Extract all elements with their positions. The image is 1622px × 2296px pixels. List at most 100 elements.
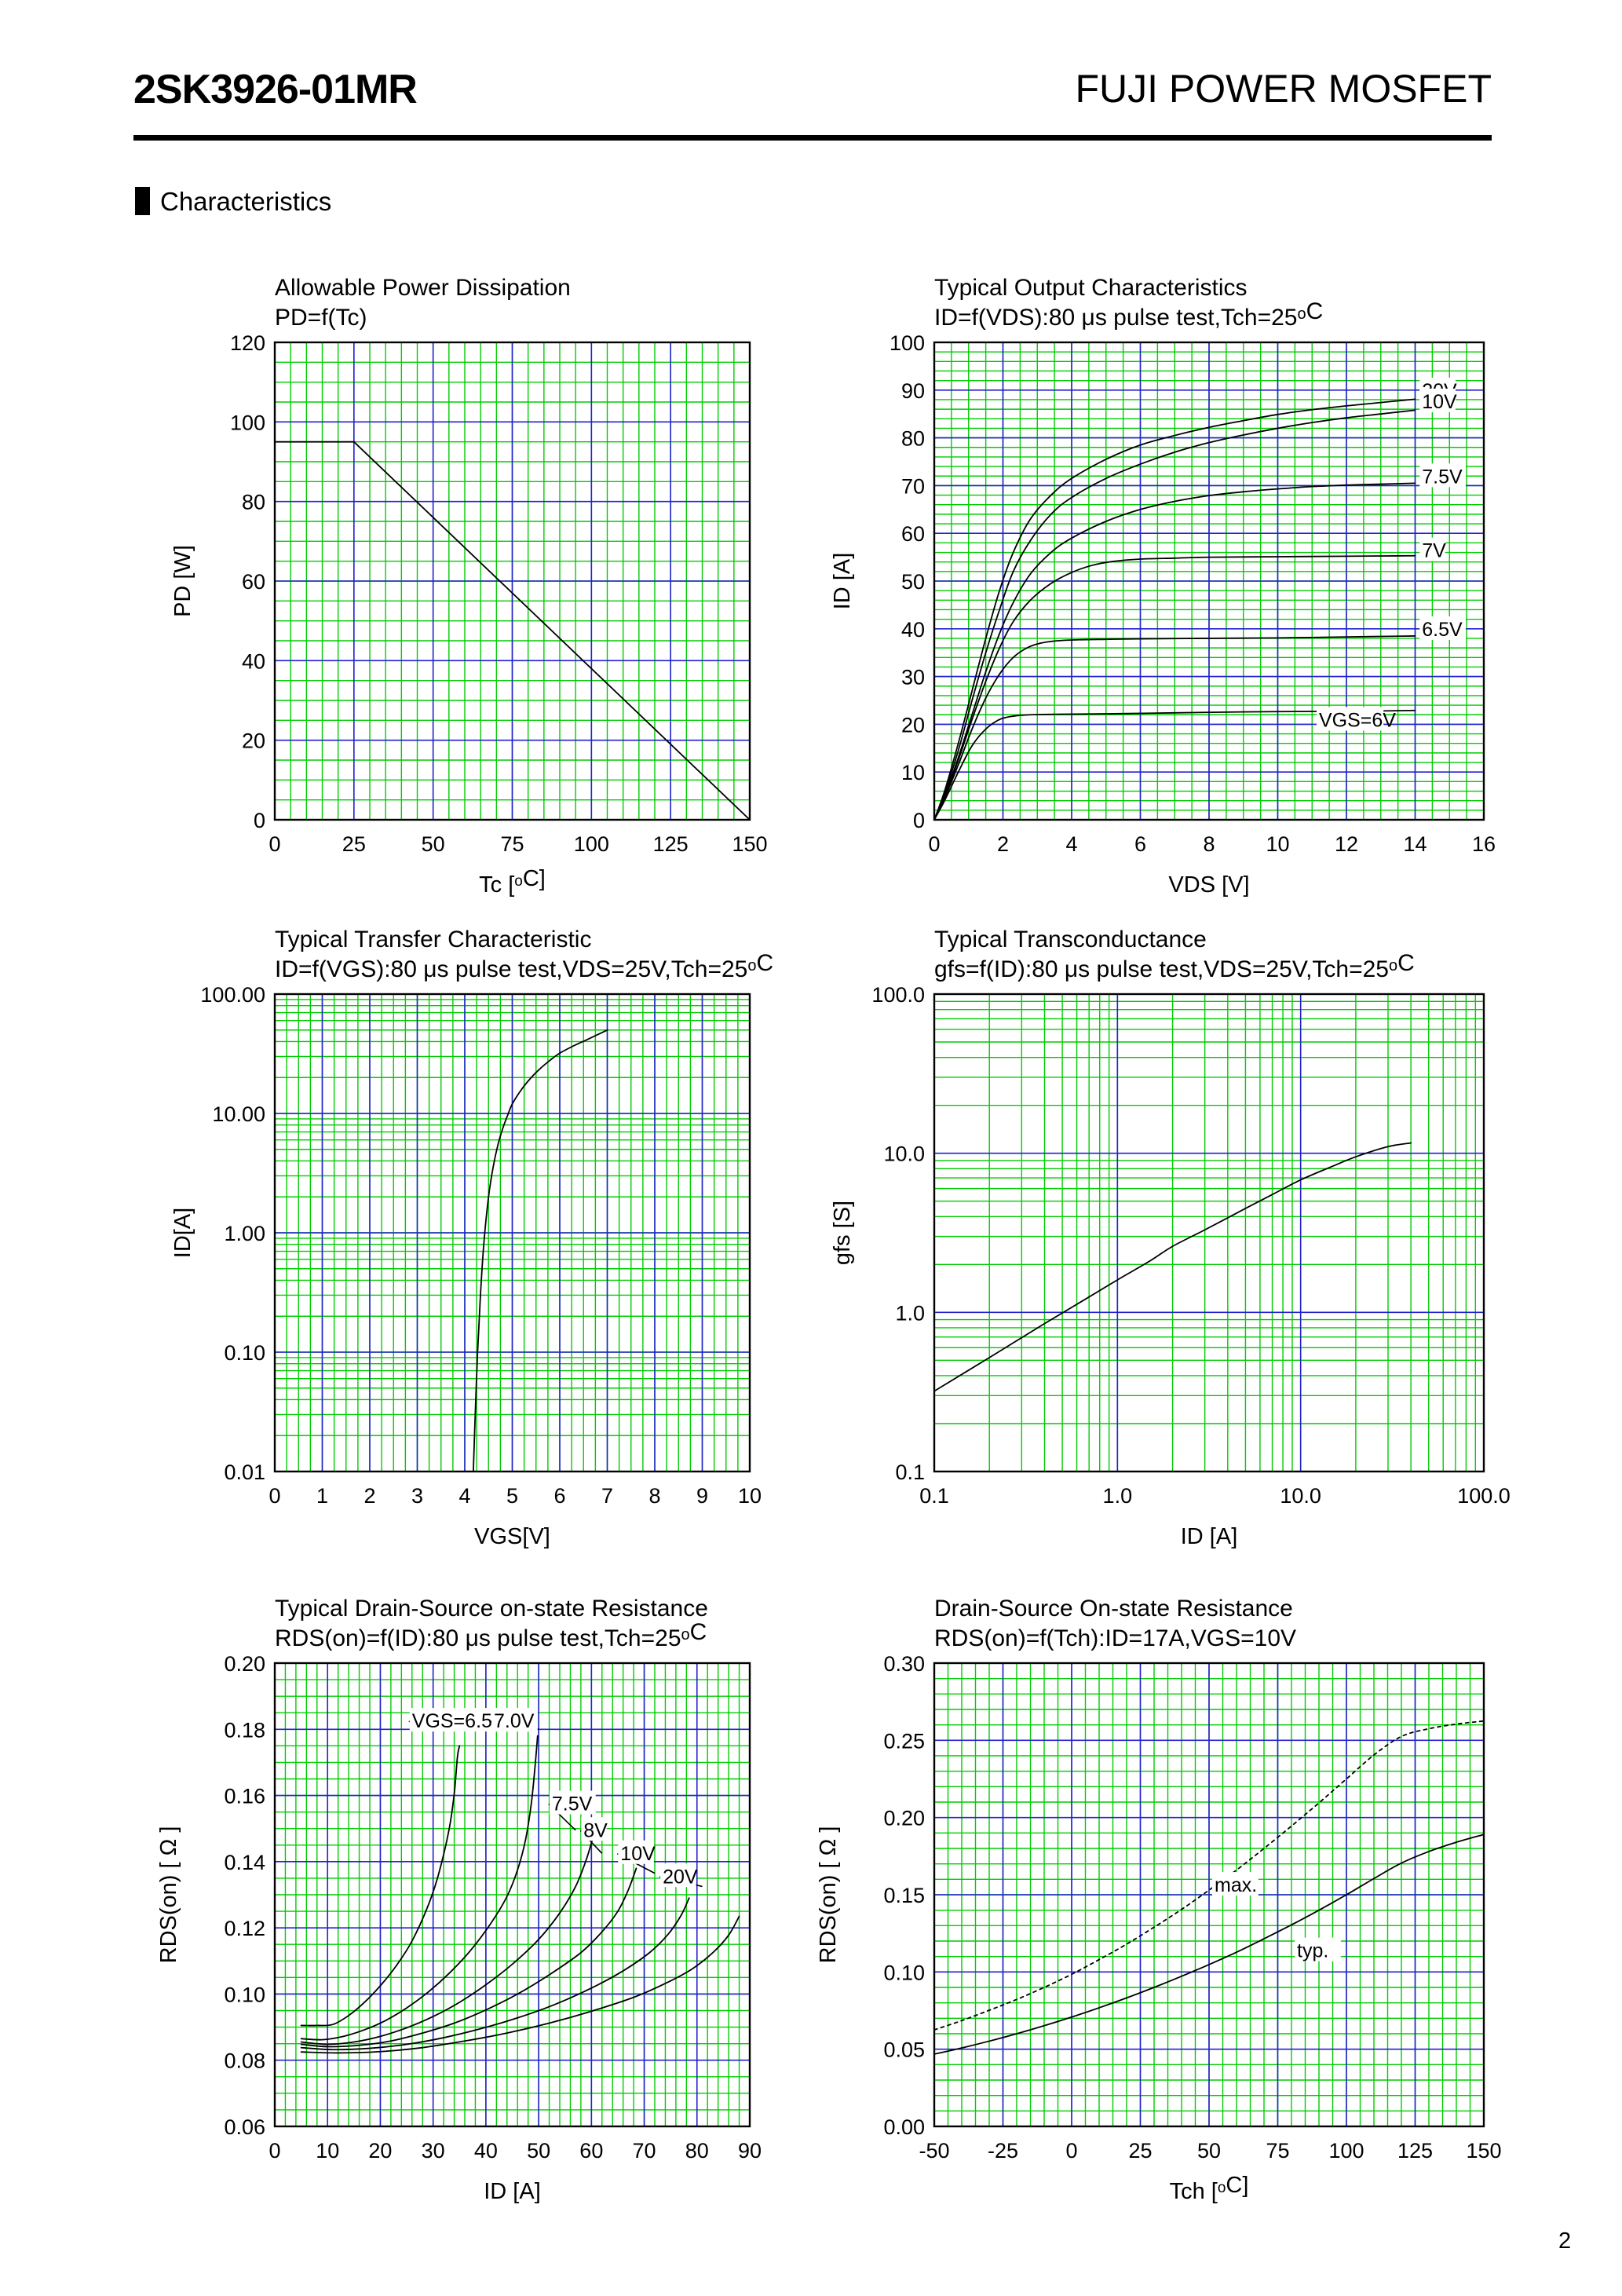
chart-title: Drain-Source On-state Resistance	[934, 1596, 1293, 1621]
major-grid	[275, 1663, 750, 2126]
x-tick-label: 100	[574, 832, 609, 856]
x-tick-label: 1.0	[1103, 1484, 1133, 1508]
y-tick-label: 70	[901, 474, 925, 498]
curve-id	[472, 1029, 608, 1472]
curve-7.5v	[300, 1833, 595, 2046]
chart-title: Typical Transfer Characteristic	[275, 927, 591, 952]
x-tick-label: 25	[1128, 2139, 1152, 2163]
curve-label: 10V	[620, 1843, 656, 1865]
x-tick-label: 100	[1328, 2139, 1364, 2163]
x-tick-label: 50	[422, 832, 445, 856]
y-tick-label: 100.00	[200, 983, 265, 1007]
x-tick-label: 5	[506, 1484, 518, 1508]
x-tick-label: 75	[500, 832, 524, 856]
series-group	[472, 1029, 608, 1472]
curve-pd	[275, 441, 750, 820]
y-tick-label: 0.18	[224, 1718, 265, 1742]
curve-10v	[934, 409, 1416, 820]
curve-8v	[300, 1867, 637, 2048]
chart-svg: Typical Drain-Source on-state Resistance…	[156, 1596, 762, 2204]
curve-label: VGS=6.5V	[412, 1710, 506, 1732]
x-tick-label: 4	[1065, 832, 1077, 856]
tick-labels: 0 1 2 3 4 5 6 7 8 9 10 0.01 0.10 1.00 10.00 100.00	[200, 983, 762, 1508]
x-tick-label: 4	[458, 1484, 470, 1508]
y-tick-label: 120	[230, 331, 265, 355]
page-number: 2	[1558, 2228, 1572, 2254]
chart-subtitle: gfs=f(ID):80 μs pulse test,VDS=25V,Tch=2…	[934, 950, 1415, 982]
plot-frame	[933, 341, 1485, 821]
major-grid	[934, 994, 1484, 1472]
y-tick-label: 60	[901, 522, 925, 546]
series-group	[300, 1735, 740, 2054]
x-tick-label: 150	[732, 832, 767, 856]
y-axis-label: PD [W]	[170, 545, 195, 617]
curve-20v	[934, 398, 1416, 820]
x-axis-label: ID [A]	[1181, 1524, 1238, 1549]
y-tick-label: 0.1	[895, 1461, 925, 1484]
y-tick-label: 0.25	[883, 1729, 925, 1753]
minor-grid	[934, 994, 1484, 1472]
chart-svg: Drain-Source On-state Resistance RDS(on)=…	[816, 1596, 1502, 2204]
x-tick-label: 12	[1335, 832, 1358, 856]
x-tick-label: 0	[269, 832, 280, 856]
major-grid	[275, 994, 750, 1472]
x-tick-label: 70	[633, 2139, 656, 2163]
y-tick-label: 0	[254, 809, 265, 832]
y-tick-label: 100	[890, 331, 925, 355]
x-tick-label: 14	[1403, 832, 1427, 856]
y-tick-label: 0.12	[224, 1917, 265, 1940]
tick-labels: -50 -25 0 25 50 75 100 125 150 0.00 0.05 0.10 0.15 0.…	[883, 1652, 1501, 2163]
curve-max.	[934, 1720, 1484, 2031]
x-tick-label: 1	[316, 1484, 328, 1508]
curve-label: 20V	[663, 1866, 698, 1888]
curve-label: 7.5V	[552, 1793, 593, 1815]
chart-subtitle: PD=f(Tc)	[275, 305, 367, 331]
section-bullet-icon	[135, 187, 150, 215]
curve-gfs	[934, 1142, 1412, 1392]
x-tick-label: 6	[1134, 832, 1146, 856]
x-tick-label: 20	[368, 2139, 392, 2163]
x-tick-label: 0	[269, 1484, 280, 1508]
major-grid	[934, 1663, 1484, 2126]
x-axis-label: VDS [V]	[1168, 872, 1249, 898]
x-tick-label: 100.0	[1457, 1484, 1511, 1508]
y-tick-label: 20	[901, 713, 925, 737]
x-tick-label: 8	[648, 1484, 660, 1508]
x-axis-label: VGS[V]	[474, 1524, 550, 1549]
y-tick-label: 1.00	[224, 1222, 265, 1245]
y-tick-label: 0.08	[224, 2049, 265, 2073]
y-tick-label: 100.0	[871, 983, 925, 1007]
plot-frame	[933, 993, 1485, 1473]
y-tick-label: 50	[901, 570, 925, 594]
x-tick-label: 80	[685, 2139, 709, 2163]
x-tick-label: 30	[422, 2139, 445, 2163]
tick-labels: 0 10 20 30 40 50 60 70 80 90 0.06 0.08 0.10 0.12 0.14 0…	[224, 1652, 762, 2163]
curve-6.5v	[934, 635, 1416, 820]
y-tick-label: 0.10	[883, 1961, 925, 1984]
curve-7.5v	[934, 482, 1416, 820]
y-axis-label: gfs [S]	[830, 1201, 855, 1265]
chart-title: Typical Output Characteristics	[934, 275, 1247, 301]
curve-label: 7.0V	[494, 1710, 535, 1732]
part-number-title: 2SK3926-01MR	[133, 67, 418, 112]
y-tick-label: 40	[242, 649, 265, 673]
curve-label: max.	[1215, 1874, 1257, 1896]
y-tick-label: 0.10	[224, 1983, 265, 2006]
curve-labels: max. typ.	[1212, 1872, 1341, 1962]
series-group	[934, 1720, 1484, 2055]
tick-labels: 0 2 4 6 8 10 12 14 16 0 10 20 30 40 50 60 70 80 90 100	[890, 331, 1496, 856]
section-heading: Characteristics	[135, 187, 331, 215]
x-tick-label: 50	[1197, 2139, 1221, 2163]
brand-title: FUJI POWER MOSFET	[1075, 67, 1492, 111]
x-tick-label: 9	[696, 1484, 708, 1508]
x-axis-label: Tc [oC]	[479, 866, 546, 898]
curve-label: 7V	[1422, 540, 1446, 562]
y-tick-label: 0.01	[224, 1461, 265, 1484]
y-tick-label: 0.30	[883, 1652, 925, 1676]
x-tick-label: 40	[474, 2139, 498, 2163]
curve-7v	[934, 554, 1416, 820]
series-group	[934, 398, 1416, 820]
y-axis-label: ID[A]	[170, 1208, 195, 1258]
